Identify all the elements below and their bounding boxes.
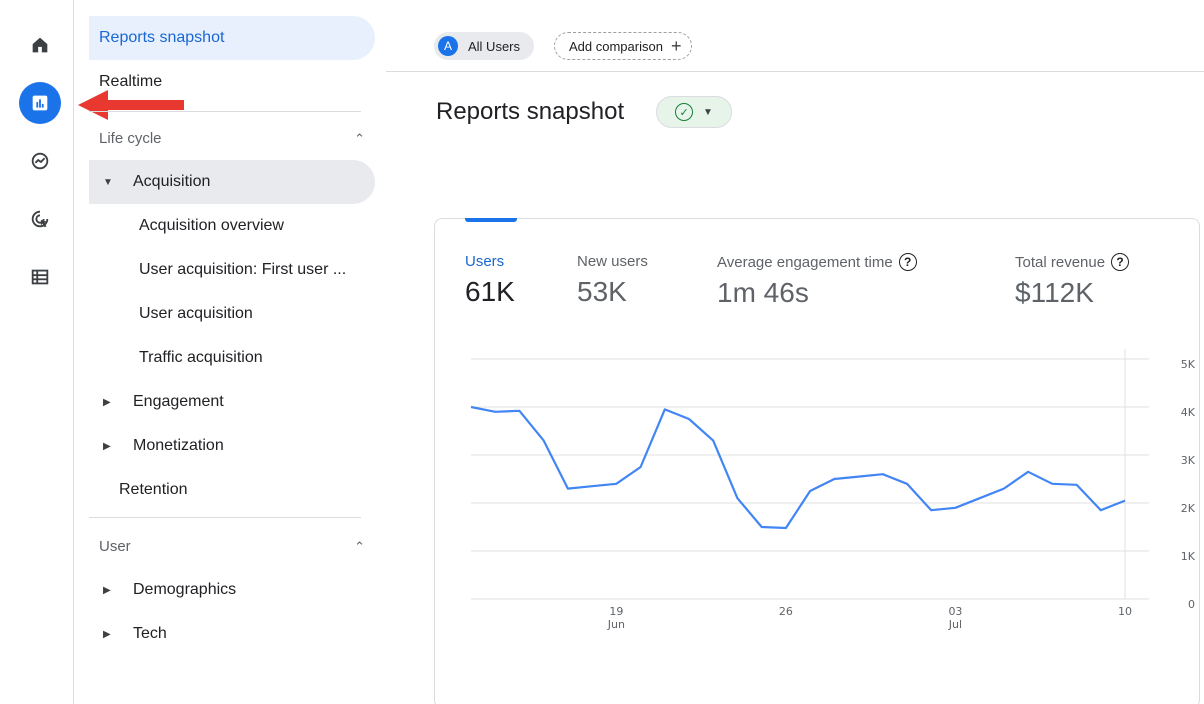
- configure-icon[interactable]: [19, 256, 61, 298]
- help-icon[interactable]: ?: [1111, 253, 1130, 271]
- users-series-line: [470, 405, 1126, 530]
- y-tick-label: 3K: [1181, 454, 1196, 467]
- sidebar-item-tech[interactable]: ▶ Tech: [89, 612, 375, 656]
- sidebar-item-engagement[interactable]: ▶ Engagement: [89, 380, 375, 424]
- sidebar-item-realtime[interactable]: Realtime: [89, 60, 375, 104]
- sidebar-item-reports-snapshot[interactable]: Reports snapshot: [89, 16, 375, 60]
- y-tick-label: 1K: [1181, 550, 1196, 563]
- sidebar-item-label: Reports snapshot: [99, 29, 225, 46]
- metrics-card: Users 61K New users 53K Average engageme…: [434, 218, 1200, 704]
- page-title: Reports snapshot: [436, 98, 625, 125]
- left-rail: [0, 0, 74, 704]
- caret-right-icon: ▶: [103, 584, 111, 596]
- metric-value: $112K: [1015, 277, 1094, 308]
- metric-label: Average engagement time: [717, 253, 893, 271]
- main-content: A All Users Add comparison + Reports sna…: [386, 0, 1204, 704]
- metric-users[interactable]: Users 61K: [465, 253, 515, 308]
- all-users-avatar: A: [438, 36, 458, 56]
- sidebar-item-label: Traffic acquisition: [139, 349, 263, 366]
- metric-total-revenue[interactable]: Total revenue? $112K: [1015, 253, 1130, 309]
- metric-label: New users: [577, 253, 648, 270]
- add-comparison-label: Add comparison: [569, 38, 663, 54]
- y-tick-label: 0: [1188, 598, 1195, 611]
- divider: [89, 517, 361, 518]
- y-tick-label: 2K: [1181, 502, 1196, 515]
- x-tick-label: 03: [948, 605, 962, 618]
- sidebar-item-label: Acquisition overview: [139, 217, 284, 234]
- sidebar-item-label: Realtime: [99, 73, 163, 90]
- sidebar-item-label: Engagement: [133, 393, 224, 410]
- reports-icon[interactable]: [19, 82, 61, 124]
- chevron-up-icon: ⌃: [354, 538, 365, 554]
- x-tick-label: 10: [1118, 605, 1132, 618]
- sidebar-item-user-acquisition[interactable]: User acquisition: [89, 292, 375, 336]
- help-icon[interactable]: ?: [898, 253, 917, 271]
- x-tick-month-label: Jun: [607, 618, 625, 631]
- sidebar-item-label: Acquisition: [133, 173, 211, 190]
- x-tick-month-label: Jul: [948, 618, 962, 631]
- sidebar-item-label: Demographics: [133, 581, 237, 598]
- y-tick-label: 5K: [1181, 358, 1196, 371]
- plus-icon: +: [670, 36, 682, 56]
- advertising-icon[interactable]: [19, 198, 61, 240]
- report-status-dropdown[interactable]: ✓ ▼: [656, 96, 732, 128]
- sidebar-item-retention[interactable]: Retention: [89, 468, 375, 512]
- active-tab-indicator: [465, 218, 517, 222]
- caret-down-icon: ▼: [703, 106, 713, 118]
- sidebar-item-label: User acquisition: First user ...: [139, 261, 347, 278]
- comparison-bar: A All Users Add comparison +: [386, 0, 1204, 72]
- sidebar-item-monetization[interactable]: ▶ Monetization: [89, 424, 375, 468]
- chevron-up-icon: ⌃: [354, 130, 365, 146]
- sidebar-item-acquisition[interactable]: ▼ Acquisition: [89, 160, 375, 204]
- y-tick-label: 4K: [1181, 406, 1196, 419]
- sidebar-item-traffic-acquisition[interactable]: Traffic acquisition: [89, 336, 375, 380]
- divider: [89, 111, 361, 112]
- sidebar-item-acquisition-overview[interactable]: Acquisition overview: [89, 204, 375, 248]
- metric-value: 61K: [465, 276, 515, 307]
- sidebar-item-label: Retention: [119, 481, 188, 498]
- section-label: Life cycle: [99, 130, 162, 147]
- sidebar-item-label: User acquisition: [139, 305, 253, 322]
- sidebar-item-label: Monetization: [133, 437, 224, 454]
- home-icon[interactable]: [19, 24, 61, 66]
- section-lifecycle[interactable]: Life cycle ⌃: [99, 130, 365, 147]
- metric-label: Users: [465, 253, 505, 270]
- metric-label: Total revenue: [1015, 253, 1106, 271]
- metric-value: 1m 46s: [717, 277, 809, 308]
- sidebar-item-demographics[interactable]: ▶ Demographics: [89, 568, 375, 612]
- metric-value: 53K: [577, 276, 627, 307]
- sidebar-item-label: Tech: [133, 625, 167, 642]
- sidebar-nav: Reports snapshot Realtime Life cycle ⌃ ▼…: [75, 0, 385, 704]
- all-users-label: All Users: [468, 38, 521, 54]
- caret-down-icon: ▼: [103, 176, 113, 188]
- section-label: User: [99, 538, 131, 555]
- caret-right-icon: ▶: [103, 440, 111, 452]
- x-tick-label: 19: [609, 605, 623, 618]
- caret-right-icon: ▶: [103, 628, 111, 640]
- add-comparison-button[interactable]: Add comparison +: [554, 32, 693, 60]
- sidebar-item-user-acquisition-first[interactable]: User acquisition: First user ...: [89, 248, 375, 292]
- explore-icon[interactable]: [19, 140, 61, 182]
- section-user[interactable]: User ⌃: [99, 538, 365, 555]
- metric-new-users[interactable]: New users 53K: [577, 253, 648, 308]
- all-users-chip[interactable]: A All Users: [434, 32, 535, 60]
- caret-right-icon: ▶: [103, 396, 111, 408]
- x-tick-label: 26: [779, 605, 793, 618]
- metric-avg-engagement-time[interactable]: Average engagement time? 1m 46s: [717, 253, 917, 309]
- annotation-arrow: [78, 90, 184, 120]
- check-circle-icon: ✓: [675, 103, 694, 121]
